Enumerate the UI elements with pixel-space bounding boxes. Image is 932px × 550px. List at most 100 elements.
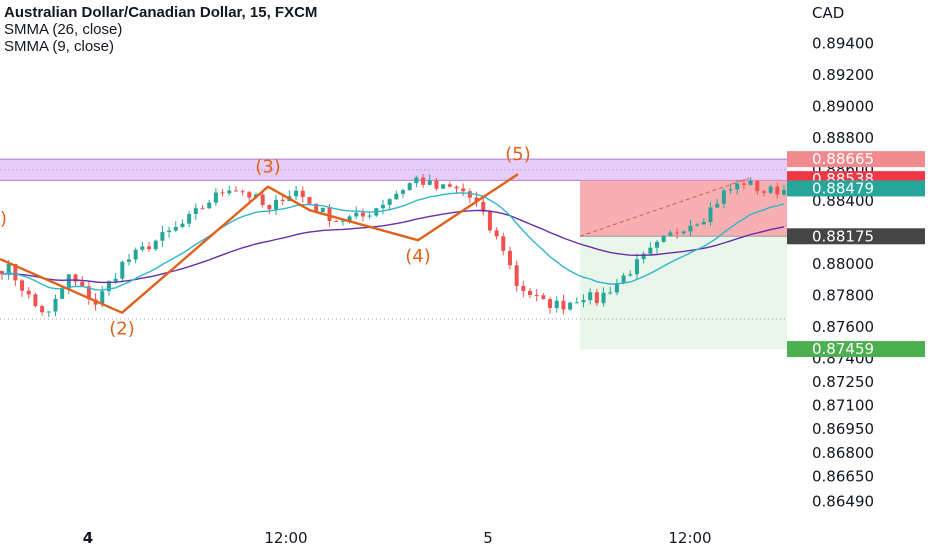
candle-body bbox=[768, 186, 773, 193]
candle-body bbox=[427, 180, 432, 185]
candle-body bbox=[407, 183, 412, 191]
candle-body bbox=[13, 263, 18, 281]
candle-body bbox=[507, 250, 512, 266]
candle-body bbox=[561, 300, 566, 310]
candle-body bbox=[761, 191, 766, 193]
candle-body bbox=[274, 199, 279, 210]
candle-body bbox=[387, 199, 392, 205]
candle-body bbox=[147, 246, 152, 250]
candle-body bbox=[120, 261, 125, 279]
candle-body bbox=[200, 208, 205, 210]
time-tick-label: 12:00 bbox=[264, 529, 307, 547]
stop-zone bbox=[580, 180, 787, 237]
candle-body bbox=[688, 225, 693, 232]
candle-body bbox=[655, 241, 660, 248]
currency-label: CAD bbox=[812, 4, 844, 22]
candle-body bbox=[66, 274, 71, 289]
candle-body bbox=[233, 190, 238, 192]
symbol-title[interactable]: Australian Dollar/Canadian Dollar, 15, F… bbox=[4, 4, 318, 21]
candle-body bbox=[641, 253, 646, 260]
indicator-smma9-label[interactable]: SMMA (9, close) bbox=[4, 38, 115, 55]
price-tick-label: 0.88000 bbox=[812, 255, 874, 273]
candle-body bbox=[80, 281, 85, 287]
wave-label: (5) bbox=[505, 144, 531, 165]
candle-body bbox=[213, 192, 218, 203]
candle-body bbox=[521, 285, 526, 291]
price-label-text: 0.88479 bbox=[812, 179, 874, 197]
candle-body bbox=[33, 294, 38, 307]
indicator-smma26-label[interactable]: SMMA (26, close) bbox=[4, 21, 123, 38]
price-tick-label: 0.89400 bbox=[812, 34, 874, 52]
candle-body bbox=[220, 192, 225, 194]
candle-body bbox=[380, 204, 385, 209]
candle-body bbox=[528, 290, 533, 295]
wave-count-line bbox=[0, 173, 519, 314]
price-tick-label: 0.87800 bbox=[812, 286, 874, 304]
candle-body bbox=[601, 292, 606, 304]
price-tick-label: 0.88800 bbox=[812, 129, 874, 147]
candle-body bbox=[554, 300, 559, 309]
candle-body bbox=[568, 302, 573, 310]
candle-body bbox=[434, 180, 439, 189]
candle-body bbox=[240, 191, 245, 193]
candle-body bbox=[541, 295, 546, 300]
candle-body bbox=[207, 202, 212, 209]
candle-body bbox=[247, 192, 252, 198]
candle-body bbox=[661, 235, 666, 242]
candle-body bbox=[267, 204, 272, 210]
price-label-box bbox=[787, 180, 925, 197]
candle-body bbox=[187, 214, 192, 224]
candle-body bbox=[608, 292, 613, 294]
price-tick-label: 0.87250 bbox=[812, 373, 874, 391]
candle-body bbox=[320, 207, 325, 213]
price-label-text: 0.88665 bbox=[812, 150, 874, 168]
candle-body bbox=[728, 189, 733, 191]
candle-body bbox=[126, 259, 131, 262]
candle-body bbox=[327, 207, 332, 221]
candle-body bbox=[741, 183, 746, 185]
candle-body bbox=[681, 231, 686, 234]
candle-body bbox=[708, 207, 713, 223]
price-label-box bbox=[787, 228, 925, 245]
candle-body bbox=[227, 190, 232, 194]
candle-body bbox=[481, 201, 486, 212]
candle-body bbox=[441, 184, 446, 189]
candle-body bbox=[360, 212, 365, 217]
candle-body bbox=[40, 306, 45, 313]
candle-body bbox=[675, 232, 680, 234]
candle-body bbox=[193, 208, 198, 215]
candle-body bbox=[340, 220, 345, 222]
candle-body bbox=[133, 249, 138, 260]
candle-body bbox=[628, 274, 633, 276]
candle-body bbox=[334, 220, 339, 222]
smma9-line bbox=[1, 192, 785, 291]
candle-body bbox=[614, 283, 619, 293]
candle-body bbox=[160, 232, 165, 241]
candle-body bbox=[701, 222, 706, 225]
candle-body bbox=[501, 236, 506, 251]
candle-body bbox=[394, 193, 399, 200]
candle-body bbox=[401, 190, 406, 194]
time-tick-label: 5 bbox=[483, 529, 493, 547]
candle-body bbox=[100, 291, 105, 305]
candle-body bbox=[307, 197, 312, 204]
position-path-line bbox=[579, 176, 753, 237]
candle-body bbox=[467, 191, 472, 198]
candle-body bbox=[106, 281, 111, 292]
candle-body bbox=[775, 186, 780, 195]
candle-body bbox=[6, 263, 11, 275]
candle-body bbox=[695, 224, 700, 226]
candle-body bbox=[73, 274, 78, 282]
candle-body bbox=[26, 290, 31, 295]
candle-body bbox=[280, 199, 285, 202]
candle-body bbox=[46, 311, 51, 313]
candle-body bbox=[668, 232, 673, 236]
time-tick-label: 12:00 bbox=[668, 529, 711, 547]
candle-body bbox=[180, 223, 185, 227]
candle-body bbox=[621, 275, 626, 284]
candle-body bbox=[414, 177, 419, 184]
price-label-text: 0.88175 bbox=[812, 227, 874, 245]
price-tick-label: 0.86650 bbox=[812, 467, 874, 485]
